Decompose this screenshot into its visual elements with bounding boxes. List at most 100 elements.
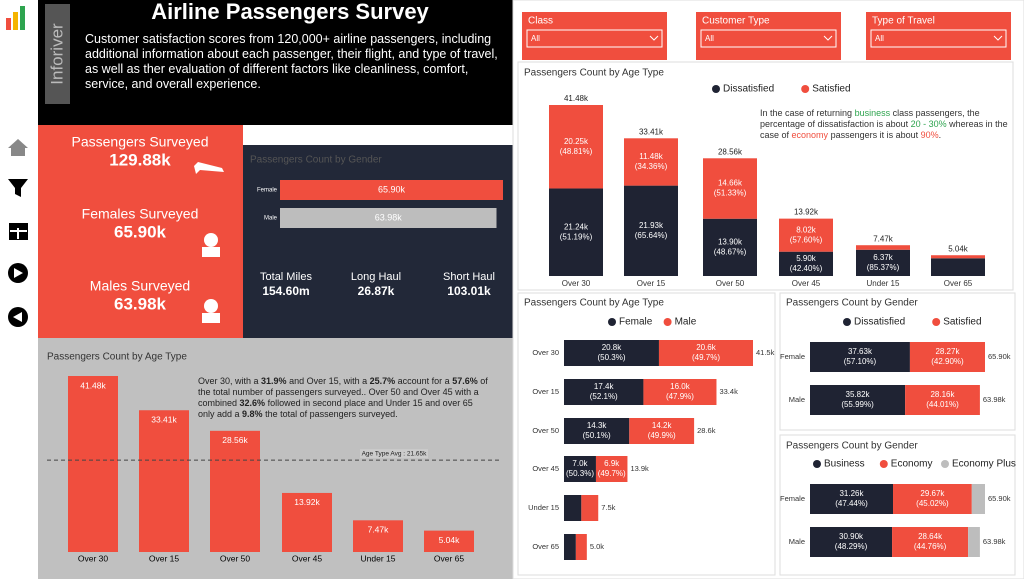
bar-segment bbox=[624, 185, 678, 276]
value-label: 21.93k bbox=[639, 221, 664, 230]
value-label: (44.01%) bbox=[926, 400, 959, 409]
value-label: (48.29%) bbox=[835, 542, 868, 551]
chart-title: Passengers Count by Age Type bbox=[524, 298, 664, 309]
value-label: (45.02%) bbox=[916, 499, 949, 508]
bar-segment bbox=[905, 385, 980, 415]
slicer-dropdown[interactable] bbox=[700, 29, 837, 48]
annotation-part: In the case of returning bbox=[760, 108, 855, 118]
kpi-value: 129.88k bbox=[109, 150, 171, 169]
bar-segment bbox=[909, 342, 985, 372]
value-label: 35.82k bbox=[846, 390, 871, 399]
total-label: 13.92k bbox=[794, 208, 819, 217]
miles-label: Total Miles bbox=[260, 271, 312, 283]
value-label: (34.36%) bbox=[635, 162, 668, 171]
value-label: 6.37k bbox=[873, 253, 894, 262]
value-label: (49.7%) bbox=[598, 469, 626, 478]
bar-segment bbox=[810, 385, 906, 415]
value-label: 14.2k bbox=[652, 421, 673, 430]
bar bbox=[68, 376, 118, 552]
bar-segment bbox=[581, 495, 599, 521]
category-label: Under 15 bbox=[867, 279, 900, 288]
category-label: Male bbox=[789, 395, 805, 404]
category-label: Over 65 bbox=[434, 553, 465, 563]
legend-label: Female bbox=[619, 317, 653, 328]
annotation-part: 57.6% bbox=[452, 376, 478, 386]
dark-panel bbox=[243, 145, 513, 338]
category-label: Over 15 bbox=[149, 553, 180, 563]
value-label: 41.48k bbox=[80, 380, 106, 390]
bar-segment bbox=[856, 249, 910, 276]
home-icon[interactable] bbox=[8, 139, 28, 156]
slicer-dropdown[interactable] bbox=[526, 29, 663, 48]
total-label: 5.04k bbox=[948, 244, 969, 253]
value-label: 65.90k bbox=[378, 184, 406, 194]
annotation-part: whereas in the case of bbox=[760, 119, 1008, 140]
annotation: In the case of returning business class … bbox=[760, 108, 1010, 141]
average-label-bg bbox=[360, 449, 428, 459]
bar bbox=[353, 520, 403, 552]
slicer-label: Type of Travel bbox=[872, 16, 935, 27]
value-label: 14.66k bbox=[718, 179, 743, 188]
bar-segment bbox=[856, 245, 910, 250]
value-label: 31.26k bbox=[839, 489, 864, 498]
chart-title: Passengers Count by Age Type bbox=[524, 68, 664, 79]
bar-segment bbox=[624, 138, 678, 186]
bar-segment bbox=[931, 258, 985, 276]
total-label: 28.6k bbox=[697, 426, 716, 435]
annotation-part: 32.6% bbox=[239, 398, 266, 408]
female-icon bbox=[202, 247, 220, 257]
legend-swatch bbox=[608, 318, 616, 326]
logo bbox=[6, 18, 11, 30]
miles-label: Short Haul bbox=[443, 271, 495, 283]
miles-value: 103.01k bbox=[447, 284, 491, 298]
total-label: 7.5k bbox=[601, 503, 615, 512]
slicer-dropdown[interactable] bbox=[870, 29, 1007, 48]
annotation-part: 31.9% bbox=[261, 376, 287, 386]
bar-segment bbox=[971, 484, 985, 514]
male-icon bbox=[204, 299, 218, 313]
value-label: (47.9%) bbox=[666, 392, 694, 401]
annotation: Over 30, with a 31.9% and Over 15, with … bbox=[198, 376, 490, 420]
bar-segment bbox=[564, 340, 659, 366]
legend-label: Economy Plus bbox=[952, 459, 1016, 470]
bar-segment bbox=[575, 534, 587, 560]
category-label: Male bbox=[264, 216, 278, 222]
legend-swatch bbox=[932, 318, 941, 326]
bar-segment bbox=[810, 342, 910, 372]
value-label: 7.47k bbox=[368, 525, 390, 535]
value-label: 20.8k bbox=[602, 343, 623, 352]
description: Customer satisfaction scores from 120,00… bbox=[85, 32, 498, 91]
filter-icon[interactable] bbox=[8, 179, 28, 197]
bar-segment bbox=[595, 456, 628, 482]
value-label: 13.92k bbox=[294, 497, 320, 507]
bar-segment bbox=[810, 527, 893, 557]
category-label: Over 50 bbox=[220, 553, 251, 563]
female-icon bbox=[204, 233, 218, 247]
bar-segment bbox=[564, 495, 582, 521]
annotation-part: passengers it is about bbox=[828, 130, 921, 140]
value-label: (50.3%) bbox=[597, 353, 625, 362]
value-label: 21.24k bbox=[564, 222, 589, 231]
legend-swatch bbox=[663, 318, 672, 326]
kpi-value: 63.98k bbox=[114, 294, 167, 313]
value-label: 14.3k bbox=[587, 421, 608, 430]
miles-value: 26.87k bbox=[358, 284, 395, 298]
value-label: 37.63k bbox=[848, 347, 873, 356]
legend-swatch bbox=[941, 460, 949, 468]
bar-segment bbox=[703, 218, 757, 276]
back-icon bbox=[13, 312, 22, 322]
category-label: Over 30 bbox=[562, 279, 591, 288]
male-icon bbox=[202, 313, 220, 323]
legend-label: Male bbox=[675, 317, 697, 328]
value-label: (51.33%) bbox=[714, 189, 747, 198]
bar-segment bbox=[968, 527, 980, 557]
chart-title: Passengers Count by Gender bbox=[250, 155, 382, 166]
value-label: 5.90k bbox=[796, 254, 817, 263]
value-label: 29.67k bbox=[920, 489, 945, 498]
annotation-part: 9.8% bbox=[242, 409, 263, 419]
total-label: 7.47k bbox=[873, 234, 894, 243]
value-label: (42.90%) bbox=[931, 357, 964, 366]
logo bbox=[13, 12, 18, 30]
value-label: 28.56k bbox=[222, 435, 248, 445]
value-label: (50.3%) bbox=[566, 469, 594, 478]
